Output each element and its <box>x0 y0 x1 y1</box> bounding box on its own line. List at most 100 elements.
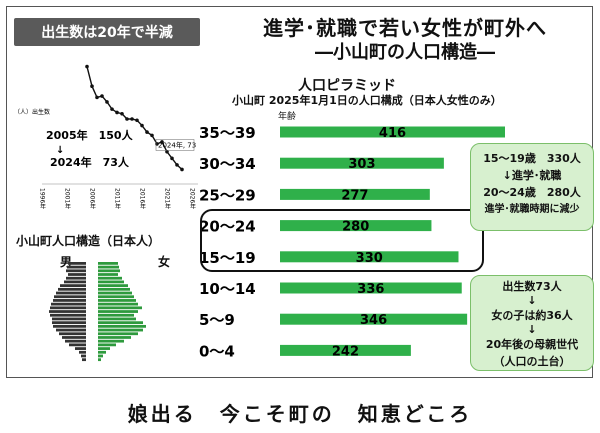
pyramid-bar-value: 416 <box>379 126 406 141</box>
small-pyramid-male-bar <box>49 310 86 313</box>
birth-chart-banner: 出生数は20年で半減 <box>14 18 200 46</box>
small-pyramid-female-bar <box>98 291 132 295</box>
callout-births: 出生数73人 ↓ 女の子は約36人 ↓ 20年後の母親世代 （人口の土台） <box>470 275 594 371</box>
small-pyramid-male-bar <box>53 299 86 302</box>
pyramid-bar-value: 330 <box>356 251 383 266</box>
birth-x-tick-label: 2026年 <box>189 188 196 211</box>
small-pyramid-female-bar <box>98 328 143 332</box>
birth-point <box>135 118 139 123</box>
pyramid-bar-value: 280 <box>342 220 369 235</box>
small-pyramid-male-bar <box>52 317 86 321</box>
small-pyramid-male-bar <box>65 339 86 343</box>
small-pyramid-male-bar <box>62 336 86 339</box>
birth-annotation-2005: 2005年 150人 <box>46 128 134 142</box>
pyramid-category-label: 10～14 <box>199 280 256 298</box>
small-pyramid-female-bar <box>98 280 124 284</box>
sub-title: ―小山町の人口構造― <box>315 42 495 63</box>
small-pyramid-female-bar <box>98 324 146 328</box>
small-pyramid-male-label: 男 <box>60 255 73 269</box>
small-pyramid-male-bar <box>68 262 86 265</box>
small-pyramid-male-bar <box>75 347 86 350</box>
callout-decline-line: 進学･就職時期に減少 <box>484 204 580 215</box>
small-pyramid-female-bar <box>98 313 134 317</box>
small-pyramid-male-bar <box>50 306 86 310</box>
birth-point <box>150 133 154 138</box>
pyramid-bar-chart: 35～39 416 30～34 303 25～29 277 20～24 280 15～19 330… <box>199 124 505 360</box>
small-pyramid-male-bar <box>79 350 86 354</box>
birth-x-tick-label: 2006年 <box>89 188 96 211</box>
callout-births-line: 出生数73人 <box>502 280 562 293</box>
callout-decline-line: 15～19歳 330人 <box>483 152 581 165</box>
main-title: 進学･就職で若い女性が町外へ <box>263 16 547 40</box>
birth-point <box>85 64 89 69</box>
small-pyramid-male-bar <box>64 280 86 284</box>
small-pyramid-male-bar <box>60 284 86 287</box>
pyramid-category-label: 30～34 <box>199 155 256 173</box>
callout-births-line: 20年後の母親世代 <box>485 338 579 351</box>
pyramid-bar <box>280 251 459 263</box>
small-pyramid-male-bar <box>53 324 86 328</box>
small-pyramid-male-bar <box>81 354 86 358</box>
small-pyramid-female-bar <box>98 336 131 339</box>
pyramid-category-label: 0～4 <box>199 342 235 360</box>
birth-point <box>160 140 164 144</box>
pyramid-bar-value: 303 <box>348 157 375 172</box>
birth-point <box>110 107 114 111</box>
small-pyramid-female-bar <box>98 287 130 291</box>
small-pyramid-female-bar <box>98 265 119 269</box>
small-pyramid-male-bar <box>66 276 86 280</box>
pyramid-bar-value: 346 <box>360 313 387 328</box>
small-pyramid-male-bar <box>50 313 86 317</box>
pyramid-subtitle: 小山町 2025年1月1日の人口構成（日本人女性のみ） <box>232 94 502 107</box>
small-pyramid-female-bar <box>98 332 138 336</box>
birth-last-point-label: 2024年, 73 <box>158 140 196 149</box>
birth-annotation-arrow: ↓ <box>56 145 64 156</box>
pyramid-category-label: 5～9 <box>199 311 235 329</box>
pyramid-bar <box>280 220 432 232</box>
birth-point <box>90 84 94 89</box>
small-pyramid-male-bar <box>68 273 86 276</box>
birth-last-point-box <box>155 139 195 151</box>
callout-decline-line: 20～24歳 280人 <box>483 186 581 199</box>
small-pyramid-female-bar <box>98 295 134 299</box>
pyramid-category-label: 35～39 <box>199 124 256 142</box>
footer-slogan: 娘出る 今こそ町の 知恵どころ <box>127 402 473 426</box>
birth-x-tick-label: 2011年 <box>114 188 121 211</box>
birth-line-chart: （人）出生数 1996年 2001年 2006年 2011年 2016年 2021年 202… <box>14 64 198 211</box>
small-pyramid-female-bar <box>98 262 118 265</box>
birth-series-line <box>86 66 183 170</box>
small-pyramid-female-bar <box>98 317 136 321</box>
pyramid-bar <box>280 282 462 294</box>
birth-point <box>95 95 99 100</box>
small-pyramid-male-bar <box>59 332 86 336</box>
small-pyramid-female-bar <box>98 347 110 350</box>
small-pyramid-female-bar <box>98 321 143 325</box>
pyramid-category-label: 25～29 <box>199 186 256 204</box>
birth-ylabel: （人）出生数 <box>14 108 50 116</box>
birth-point <box>145 130 149 134</box>
callout-births-line: ↓ <box>527 323 537 336</box>
small-pyramid-female-bar <box>98 339 124 343</box>
birth-x-tick-label: 2016年 <box>139 188 146 211</box>
birth-point <box>120 111 124 116</box>
small-pyramid-chart <box>49 262 146 362</box>
highlight-box-15-24 <box>200 209 484 272</box>
callout-births-line: （人口の土台） <box>493 355 571 368</box>
small-pyramid-female-bar <box>98 306 142 310</box>
birth-point <box>115 110 119 115</box>
small-pyramid-male-bar <box>82 358 86 362</box>
small-pyramid-female-bar <box>98 284 128 287</box>
birth-point <box>175 163 179 167</box>
pyramid-category-label: 20～24 <box>199 218 256 236</box>
small-pyramid-female-bar <box>98 343 116 347</box>
small-pyramid-female-label: 女 <box>158 255 171 269</box>
pyramid-bar-value: 242 <box>332 344 359 359</box>
callout-births-line: ↓ <box>527 294 537 307</box>
pyramid-bar <box>280 157 444 169</box>
birth-x-tick-label: 1996年 <box>39 188 46 211</box>
callout-decline: 15～19歳 330人 ↓進学･就職 20～24歳 280人 進学･就職時期に減… <box>470 143 594 231</box>
small-pyramid-male-bar <box>51 302 86 306</box>
small-pyramid-male-bar <box>67 265 86 269</box>
birth-point <box>180 167 184 172</box>
small-pyramid-female-bar <box>98 269 120 273</box>
